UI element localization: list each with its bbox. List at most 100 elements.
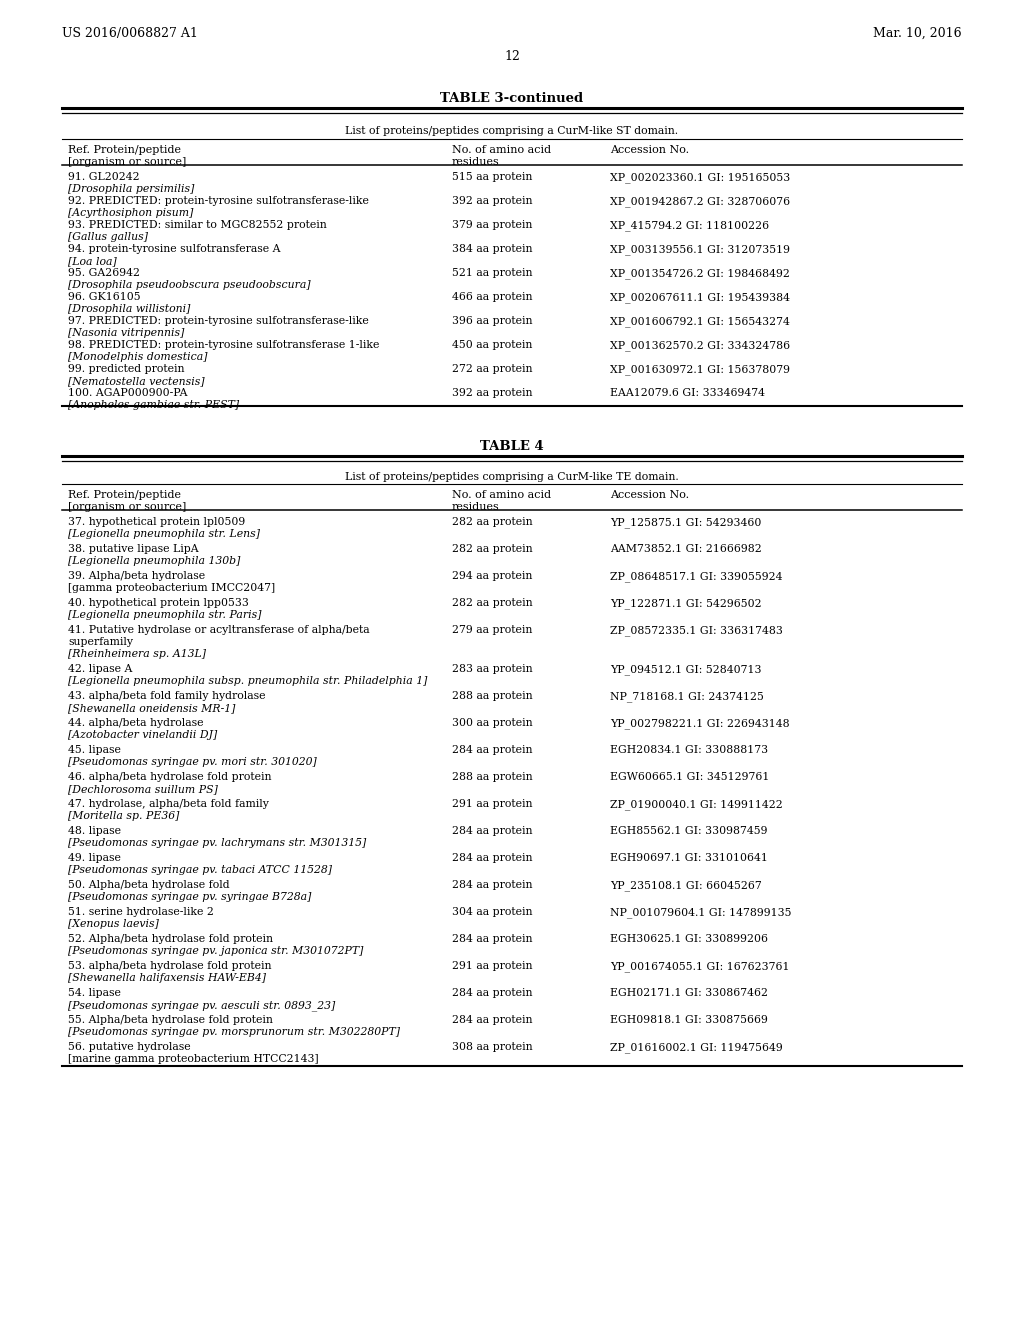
Text: 396 aa protein: 396 aa protein xyxy=(452,315,532,326)
Text: [Pseudomonas syringae pv. japonica str. M301072PT]: [Pseudomonas syringae pv. japonica str. … xyxy=(68,946,364,956)
Text: 284 aa protein: 284 aa protein xyxy=(452,935,532,944)
Text: [Drosophila willistoni]: [Drosophila willistoni] xyxy=(68,304,190,314)
Text: NP_001079604.1 GI: 147899135: NP_001079604.1 GI: 147899135 xyxy=(610,907,792,917)
Text: 308 aa protein: 308 aa protein xyxy=(452,1041,532,1052)
Text: [gamma proteobacterium IMCC2047]: [gamma proteobacterium IMCC2047] xyxy=(68,583,275,593)
Text: 284 aa protein: 284 aa protein xyxy=(452,1015,532,1026)
Text: 392 aa protein: 392 aa protein xyxy=(452,388,532,399)
Text: 284 aa protein: 284 aa protein xyxy=(452,987,532,998)
Text: YP_235108.1 GI: 66045267: YP_235108.1 GI: 66045267 xyxy=(610,880,762,891)
Text: 284 aa protein: 284 aa protein xyxy=(452,853,532,863)
Text: 291 aa protein: 291 aa protein xyxy=(452,961,532,972)
Text: [Pseudomonas syringae pv. tabaci ATCC 11528]: [Pseudomonas syringae pv. tabaci ATCC 11… xyxy=(68,865,332,875)
Text: TABLE 3-continued: TABLE 3-continued xyxy=(440,92,584,106)
Text: 379 aa protein: 379 aa protein xyxy=(452,220,532,230)
Text: YP_002798221.1 GI: 226943148: YP_002798221.1 GI: 226943148 xyxy=(610,718,790,729)
Text: XP_002023360.1 GI: 195165053: XP_002023360.1 GI: 195165053 xyxy=(610,172,791,182)
Text: 43. alpha/beta fold family hydrolase: 43. alpha/beta fold family hydrolase xyxy=(68,690,265,701)
Text: 93. PREDICTED: similar to MGC82552 protein: 93. PREDICTED: similar to MGC82552 prote… xyxy=(68,220,327,230)
Text: 42. lipase A: 42. lipase A xyxy=(68,664,132,675)
Text: 450 aa protein: 450 aa protein xyxy=(452,341,532,350)
Text: XP_415794.2 GI: 118100226: XP_415794.2 GI: 118100226 xyxy=(610,220,769,231)
Text: 98. PREDICTED: protein-tyrosine sulfotransferase 1-like: 98. PREDICTED: protein-tyrosine sulfotra… xyxy=(68,341,379,350)
Text: [Drosophila persimilis]: [Drosophila persimilis] xyxy=(68,183,195,194)
Text: 384 aa protein: 384 aa protein xyxy=(452,244,532,253)
Text: EAA12079.6 GI: 333469474: EAA12079.6 GI: 333469474 xyxy=(610,388,765,399)
Text: [Acyrthosiphon pisum]: [Acyrthosiphon pisum] xyxy=(68,209,194,218)
Text: 46. alpha/beta hydrolase fold protein: 46. alpha/beta hydrolase fold protein xyxy=(68,772,271,781)
Text: 95. GA26942: 95. GA26942 xyxy=(68,268,140,279)
Text: Ref. Protein/peptide: Ref. Protein/peptide xyxy=(68,145,181,154)
Text: ZP_01900040.1 GI: 149911422: ZP_01900040.1 GI: 149911422 xyxy=(610,799,782,809)
Text: TABLE 4: TABLE 4 xyxy=(480,440,544,453)
Text: [Pseudomonas syringae pv. syringae B728a]: [Pseudomonas syringae pv. syringae B728a… xyxy=(68,892,311,902)
Text: Ref. Protein/peptide: Ref. Protein/peptide xyxy=(68,490,181,500)
Text: 282 aa protein: 282 aa protein xyxy=(452,544,532,554)
Text: [Shewanella oneidensis MR-1]: [Shewanella oneidensis MR-1] xyxy=(68,704,236,713)
Text: 91. GL20242: 91. GL20242 xyxy=(68,172,139,182)
Text: 51. serine hydrolase-like 2: 51. serine hydrolase-like 2 xyxy=(68,907,214,917)
Text: 466 aa protein: 466 aa protein xyxy=(452,292,532,302)
Text: 45. lipase: 45. lipase xyxy=(68,744,121,755)
Text: XP_001630972.1 GI: 156378079: XP_001630972.1 GI: 156378079 xyxy=(610,364,790,375)
Text: EGH30625.1 GI: 330899206: EGH30625.1 GI: 330899206 xyxy=(610,935,768,944)
Text: 37. hypothetical protein lpl0509: 37. hypothetical protein lpl0509 xyxy=(68,517,246,527)
Text: 52. Alpha/beta hydrolase fold protein: 52. Alpha/beta hydrolase fold protein xyxy=(68,935,273,944)
Text: No. of amino acid: No. of amino acid xyxy=(452,145,551,154)
Text: 99. predicted protein: 99. predicted protein xyxy=(68,364,184,374)
Text: EGH20834.1 GI: 330888173: EGH20834.1 GI: 330888173 xyxy=(610,744,768,755)
Text: 100. AGAP000900-PA: 100. AGAP000900-PA xyxy=(68,388,187,399)
Text: 288 aa protein: 288 aa protein xyxy=(452,690,532,701)
Text: NP_718168.1 GI: 24374125: NP_718168.1 GI: 24374125 xyxy=(610,690,764,702)
Text: 284 aa protein: 284 aa protein xyxy=(452,744,532,755)
Text: 291 aa protein: 291 aa protein xyxy=(452,799,532,809)
Text: EGH09818.1 GI: 330875669: EGH09818.1 GI: 330875669 xyxy=(610,1015,768,1026)
Text: [Legionella pneumophila str. Lens]: [Legionella pneumophila str. Lens] xyxy=(68,529,260,539)
Text: 282 aa protein: 282 aa protein xyxy=(452,598,532,609)
Text: EGH85562.1 GI: 330987459: EGH85562.1 GI: 330987459 xyxy=(610,826,768,836)
Text: 96. GK16105: 96. GK16105 xyxy=(68,292,140,302)
Text: 49. lipase: 49. lipase xyxy=(68,853,121,863)
Text: 97. PREDICTED: protein-tyrosine sulfotransferase-like: 97. PREDICTED: protein-tyrosine sulfotra… xyxy=(68,315,369,326)
Text: [Xenopus laevis]: [Xenopus laevis] xyxy=(68,919,159,929)
Text: 54. lipase: 54. lipase xyxy=(68,987,121,998)
Text: EGH02171.1 GI: 330867462: EGH02171.1 GI: 330867462 xyxy=(610,987,768,998)
Text: 94. protein-tyrosine sulfotransferase A: 94. protein-tyrosine sulfotransferase A xyxy=(68,244,281,253)
Text: residues: residues xyxy=(452,157,500,168)
Text: YP_122871.1 GI: 54296502: YP_122871.1 GI: 54296502 xyxy=(610,598,762,609)
Text: XP_001362570.2 GI: 334324786: XP_001362570.2 GI: 334324786 xyxy=(610,341,791,351)
Text: [Azotobacter vinelandii DJ]: [Azotobacter vinelandii DJ] xyxy=(68,730,217,741)
Text: YP_125875.1 GI: 54293460: YP_125875.1 GI: 54293460 xyxy=(610,517,762,528)
Text: XP_001942867.2 GI: 328706076: XP_001942867.2 GI: 328706076 xyxy=(610,195,791,207)
Text: 284 aa protein: 284 aa protein xyxy=(452,880,532,890)
Text: 53. alpha/beta hydrolase fold protein: 53. alpha/beta hydrolase fold protein xyxy=(68,961,271,972)
Text: YP_001674055.1 GI: 167623761: YP_001674055.1 GI: 167623761 xyxy=(610,961,790,972)
Text: EGH90697.1 GI: 331010641: EGH90697.1 GI: 331010641 xyxy=(610,853,768,863)
Text: 283 aa protein: 283 aa protein xyxy=(452,664,532,675)
Text: List of proteins/peptides comprising a CurM-like TE domain.: List of proteins/peptides comprising a C… xyxy=(345,473,679,482)
Text: List of proteins/peptides comprising a CurM-like ST domain.: List of proteins/peptides comprising a C… xyxy=(345,125,679,136)
Text: 44. alpha/beta hydrolase: 44. alpha/beta hydrolase xyxy=(68,718,204,729)
Text: [Pseudomonas syringae pv. morsprunorum str. M302280PT]: [Pseudomonas syringae pv. morsprunorum s… xyxy=(68,1027,400,1038)
Text: XP_001606792.1 GI: 156543274: XP_001606792.1 GI: 156543274 xyxy=(610,315,790,327)
Text: [Nasonia vitripennis]: [Nasonia vitripennis] xyxy=(68,327,184,338)
Text: [Dechlorosoma suillum PS]: [Dechlorosoma suillum PS] xyxy=(68,784,218,795)
Text: 47. hydrolase, alpha/beta fold family: 47. hydrolase, alpha/beta fold family xyxy=(68,799,269,809)
Text: [Pseudomonas syringae pv. aesculi str. 0893_23]: [Pseudomonas syringae pv. aesculi str. 0… xyxy=(68,1001,335,1011)
Text: 282 aa protein: 282 aa protein xyxy=(452,517,532,527)
Text: [Pseudomonas syringae pv. lachrymans str. M301315]: [Pseudomonas syringae pv. lachrymans str… xyxy=(68,838,367,847)
Text: 300 aa protein: 300 aa protein xyxy=(452,718,532,729)
Text: XP_002067611.1 GI: 195439384: XP_002067611.1 GI: 195439384 xyxy=(610,292,790,302)
Text: [marine gamma proteobacterium HTCC2143]: [marine gamma proteobacterium HTCC2143] xyxy=(68,1053,318,1064)
Text: [Legionella pneumophila subsp. pneumophila str. Philadelphia 1]: [Legionella pneumophila subsp. pneumophi… xyxy=(68,676,427,686)
Text: 521 aa protein: 521 aa protein xyxy=(452,268,532,279)
Text: ZP_08572335.1 GI: 336317483: ZP_08572335.1 GI: 336317483 xyxy=(610,624,783,636)
Text: [organism or source]: [organism or source] xyxy=(68,157,186,168)
Text: [Nematostella vectensis]: [Nematostella vectensis] xyxy=(68,376,205,385)
Text: ZP_01616002.1 GI: 119475649: ZP_01616002.1 GI: 119475649 xyxy=(610,1041,782,1053)
Text: [Monodelphis domestica]: [Monodelphis domestica] xyxy=(68,352,208,362)
Text: 39. Alpha/beta hydrolase: 39. Alpha/beta hydrolase xyxy=(68,572,205,581)
Text: Accession No.: Accession No. xyxy=(610,145,689,154)
Text: 92. PREDICTED: protein-tyrosine sulfotransferase-like: 92. PREDICTED: protein-tyrosine sulfotra… xyxy=(68,195,369,206)
Text: [Pseudomonas syringae pv. mori str. 301020]: [Pseudomonas syringae pv. mori str. 3010… xyxy=(68,756,316,767)
